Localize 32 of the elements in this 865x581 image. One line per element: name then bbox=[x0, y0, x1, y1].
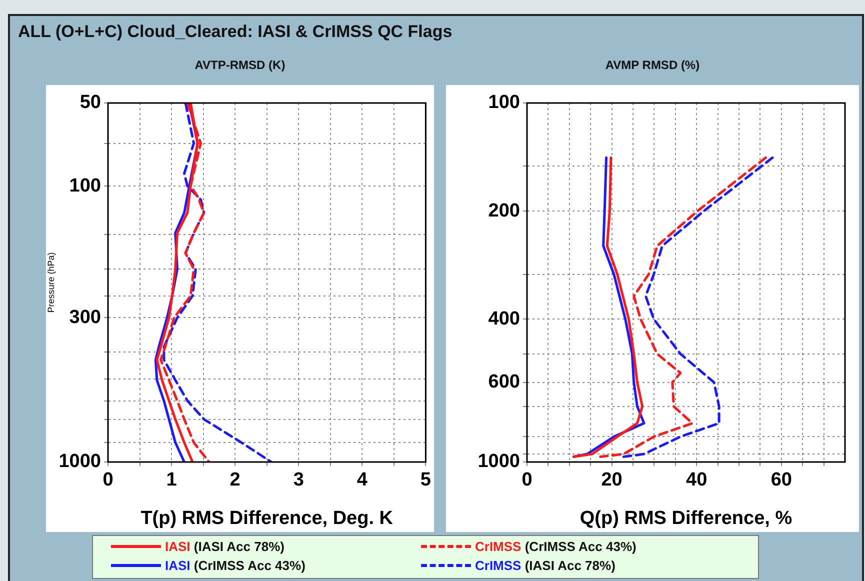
y-axis-title: Pressure (hPa) bbox=[46, 252, 56, 313]
legend-label: CrIMSS (IASI Acc 78%) bbox=[475, 558, 616, 573]
chart-subtitle: AVMP RMSD (%) bbox=[604, 58, 701, 74]
y-tick-label: 200 bbox=[488, 200, 520, 222]
y-tick-label: 600 bbox=[488, 372, 520, 393]
y-tick-label: 300 bbox=[69, 306, 101, 328]
legend-label: CrIMSS (CrIMSS Acc 43%) bbox=[475, 539, 636, 554]
x-tick-label: 0 bbox=[522, 470, 532, 491]
legend-label: IASI (CrIMSS Acc 43%) bbox=[165, 558, 306, 573]
chart-title: ALL (O+L+C) Cloud_Cleared: IASI & CrIMSS QC Flags bbox=[18, 22, 452, 42]
x-tick-label: 5 bbox=[420, 470, 432, 491]
x-tick-label: 40 bbox=[686, 470, 708, 491]
x-tick-label: 0 bbox=[102, 470, 114, 491]
x-tick-label: 60 bbox=[770, 470, 792, 491]
line-series bbox=[159, 103, 210, 462]
line-series bbox=[622, 156, 774, 458]
x-axis-title: Q(p) RMS Difference, % bbox=[580, 508, 792, 529]
x-tick-label: 20 bbox=[601, 470, 622, 491]
x-tick-label: 3 bbox=[293, 470, 304, 491]
y-tick-label: 1000 bbox=[478, 451, 520, 472]
x-tick-label: 4 bbox=[356, 470, 368, 491]
x-axis-title: T(p) RMS Difference, Deg. K bbox=[140, 508, 394, 529]
y-tick-label: 100 bbox=[69, 175, 101, 196]
line-series bbox=[599, 156, 767, 458]
y-tick-label: 100 bbox=[488, 92, 520, 114]
chart-subtitle: AVTP-RMSD (K) bbox=[194, 58, 286, 74]
y-tick-label: 50 bbox=[80, 92, 101, 114]
x-tick-label: 1 bbox=[166, 470, 178, 491]
y-tick-label: 1000 bbox=[58, 451, 101, 472]
y-tick-label: 400 bbox=[488, 308, 520, 330]
x-tick-label: 2 bbox=[230, 470, 240, 491]
legend-label: IASI (IASI Acc 78%) bbox=[165, 539, 284, 554]
